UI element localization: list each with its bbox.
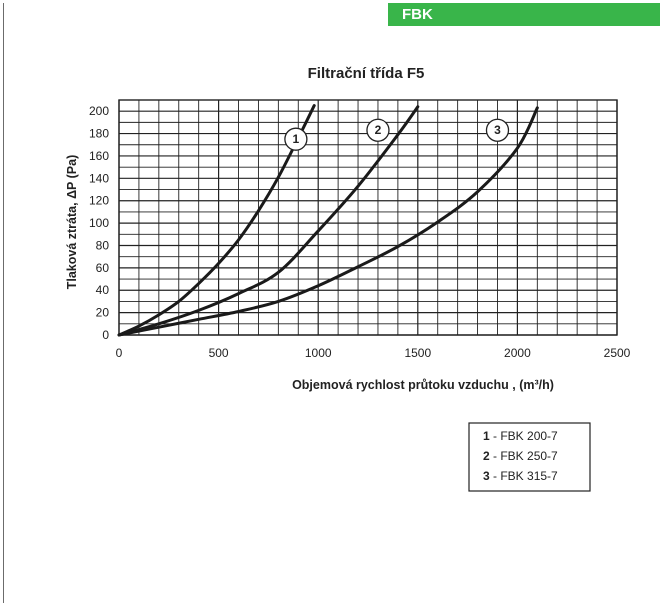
curve-label-circle — [284, 127, 308, 151]
y-tick-label: 100 — [89, 216, 109, 230]
curve-label-text: 3 — [494, 123, 501, 137]
y-tick-label: 0 — [102, 328, 109, 342]
legend-box — [468, 422, 591, 492]
page-frame — [3, 3, 658, 603]
curve-label-circle — [366, 118, 390, 142]
y-axis-ticks: 0 20 40 60 80 100 120 140 160 180 200 — [89, 104, 109, 342]
y-tick-label: 60 — [96, 261, 110, 275]
curve-label-2: 2 — [366, 118, 390, 142]
legend-entry-1: 1 - FBK 200-7 — [483, 429, 558, 443]
legend-entry-2: 2 - FBK 250-7 — [483, 449, 558, 463]
y-tick-label: 160 — [89, 149, 109, 163]
plot-border — [118, 99, 618, 336]
curve-label-3: 3 — [485, 118, 510, 142]
chart-legend: 1 - FBK 200-7 2 - FBK 250-7 3 - FBK 315-7 — [468, 422, 591, 492]
y-axis-label: Tlaková ztráta, ΔP (Pa) — [65, 155, 79, 290]
curve-label-circle — [485, 118, 510, 142]
y-tick-label: 20 — [96, 306, 110, 320]
series-line-3 — [117, 106, 539, 337]
y-tick-label: 140 — [89, 171, 109, 185]
x-tick-label: 2500 — [604, 346, 631, 360]
y-tick-label: 40 — [96, 283, 110, 297]
product-badge: FBK — [388, 3, 660, 26]
chart-title: Filtrační třída F5 — [308, 65, 425, 82]
series-line-1 — [117, 104, 316, 337]
y-tick-label: 200 — [89, 104, 109, 118]
curve-label-1: 1 — [284, 127, 308, 151]
x-tick-label: 500 — [209, 346, 229, 360]
chart-curves — [117, 104, 539, 337]
x-tick-label: 0 — [116, 346, 123, 360]
y-tick-label: 180 — [89, 127, 109, 141]
series-line-2 — [117, 105, 420, 337]
x-axis-label: Objemová rychlost průtoku vzduchu , (m³/… — [292, 378, 554, 392]
curve-labels: 1 2 3 — [284, 118, 510, 151]
x-tick-label: 2000 — [504, 346, 531, 360]
y-tick-label: 120 — [89, 194, 109, 208]
x-axis-ticks: 0 500 1000 1500 2000 2500 — [116, 346, 631, 360]
curve-label-text: 1 — [293, 132, 300, 146]
y-tick-label: 80 — [96, 238, 110, 252]
legend-entry-3: 3 - FBK 315-7 — [483, 469, 558, 483]
curve-label-text: 2 — [375, 123, 382, 137]
x-tick-label: 1500 — [404, 346, 431, 360]
x-tick-label: 1000 — [305, 346, 332, 360]
